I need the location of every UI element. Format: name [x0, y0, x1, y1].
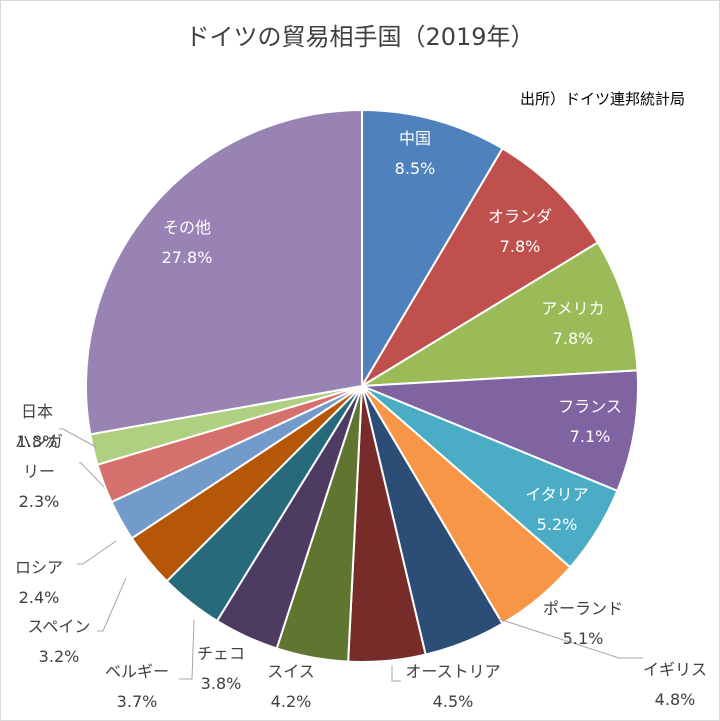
slice-label: オーストリア	[405, 662, 500, 681]
chart-title: ドイツの貿易相手国（2019年）	[185, 23, 535, 51]
slice-label: スイス	[267, 662, 315, 681]
slice-label: オランダ	[488, 207, 552, 226]
pie-slice	[361, 108, 504, 390]
slice-label: ハンガ	[15, 432, 63, 451]
leader-line	[179, 619, 195, 680]
slice-label: ポーランド	[543, 599, 623, 618]
pie-slice	[361, 241, 639, 387]
slice-label: ロシア	[15, 558, 63, 577]
slice-value-label: 27.8%	[162, 248, 213, 267]
slice-value-label: 8.5%	[395, 159, 436, 178]
slice-label: フランス	[558, 397, 622, 416]
slice-label: イギリス	[643, 660, 707, 679]
slice-value-label: 3.2%	[39, 647, 80, 666]
slice-label: 日本	[21, 402, 53, 421]
slice-labels: 中国 8.5% オランダ 7.8% アメリカ 7.8% フランス 7.1% イタリア 5.2% ポー…	[15, 129, 707, 711]
slice-value-label: 5.1%	[563, 629, 604, 648]
slice-value-label: 5.2%	[537, 515, 578, 534]
slice-value-label: 7.8%	[553, 329, 594, 348]
slice-label: 中国	[399, 129, 431, 148]
slice-value-label: 2.4%	[19, 588, 60, 607]
pie-slices	[85, 108, 639, 663]
slice-label: チェコ	[197, 644, 245, 663]
leader-lines	[59, 428, 643, 682]
slice-value-label: 4.5%	[433, 692, 474, 711]
slice-value-label: 3.7%	[117, 692, 158, 711]
slice-value-label: 3.8%	[201, 674, 242, 693]
leader-line	[77, 540, 117, 565]
slice-label: アメリカ	[541, 299, 604, 318]
leader-line	[391, 665, 401, 682]
slice-value-label: 7.8%	[500, 237, 541, 256]
leader-line	[97, 577, 127, 632]
slice-value-label: 7.1%	[570, 427, 611, 446]
slice-value-label: 4.2%	[271, 692, 312, 711]
leader-line	[498, 618, 643, 659]
slice-value-label: 2.3%	[19, 492, 60, 511]
source-note: 出所）ドイツ連邦統計局	[519, 90, 685, 108]
slice-value-label: 4.8%	[655, 690, 696, 709]
slice-label: リー	[23, 462, 55, 481]
pie-slice	[361, 147, 600, 387]
slice-label: イタリア	[525, 485, 588, 504]
slice-value-label: 1.8%	[17, 432, 58, 451]
leader-line	[59, 428, 97, 448]
slice-label: スペイン	[28, 617, 91, 636]
pie-slice	[85, 108, 363, 436]
slice-label: ベルギー	[105, 662, 169, 681]
slice-label: その他	[163, 218, 211, 237]
pie-slice	[361, 369, 639, 493]
leader-line	[79, 462, 105, 488]
